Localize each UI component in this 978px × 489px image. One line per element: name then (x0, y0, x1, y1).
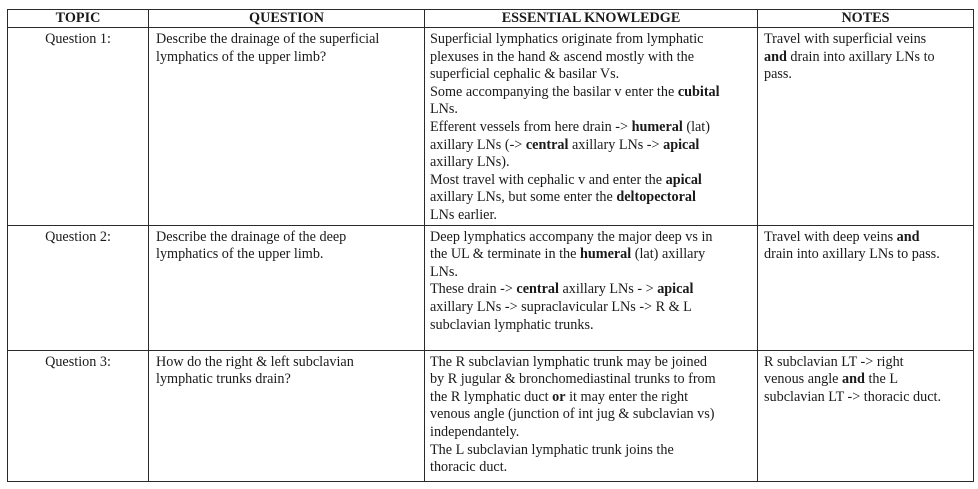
text-line: These drain -> central axillary LNs - > … (430, 281, 694, 298)
question-line: lymphatics of the upper limb. (156, 246, 324, 263)
question-line: lymphatic trunks drain? (156, 371, 291, 388)
knowledge-cell: Deep lymphatics accompany the major deep… (424, 224, 758, 351)
notes-cell: Travel with superficial veins and drain i… (757, 27, 974, 226)
text-line: The R subclavian lymphatic trunk may be … (430, 353, 707, 370)
bold-term: apical (657, 281, 694, 298)
knowledge-cell: The R subclavian lymphatic trunk may be … (424, 349, 758, 482)
text-line: thoracic duct. (430, 459, 508, 476)
bold-term: and (764, 48, 787, 65)
text-line: the UL & terminate in the humeral (lat) … (430, 246, 706, 263)
text-line: Superficial lymphatics originate from ly… (430, 31, 704, 47)
text-line: superficial cephalic & basilar Vs. (430, 66, 620, 83)
notes-sheet: TOPIC QUESTION ESSENTIAL KNOWLEDGE NOTES… (7, 9, 974, 482)
bold-term: cubital (677, 83, 720, 100)
header-question: QUESTION (148, 9, 425, 28)
text-line: drain into axillary LNs to pass. (764, 246, 940, 263)
topic-cell: Question 2: (7, 224, 149, 351)
text-line: The L subclavian lymphatic trunk joins t… (430, 441, 674, 458)
header-row: TOPIC QUESTION ESSENTIAL KNOWLEDGE NOTES (7, 9, 974, 28)
text-line: axillary LNs, but some enter the deltope… (430, 189, 696, 206)
text-line: axillary LNs -> supraclavicular LNs -> R… (430, 298, 692, 315)
text-line: pass. (764, 66, 792, 83)
bold-term: deltopectoral (616, 189, 696, 206)
text-line: Travel with deep veins and (764, 228, 920, 245)
text-line: Travel with superficial veins (764, 31, 927, 47)
text-line: and drain into axillary LNs to (764, 48, 935, 65)
text-line: independantely. (430, 423, 520, 440)
question-cell: How do the right & left subclavian lymph… (148, 349, 425, 482)
bold-term: central (516, 281, 559, 298)
notes-cell: R subclavian LT -> right venous angle and… (757, 349, 974, 482)
question-line: How do the right & left subclavian (156, 353, 354, 370)
text-line: axillary LNs). (430, 154, 510, 171)
text-line: R subclavian LT -> right (764, 353, 904, 370)
text-line: subclavian lymphatic trunks. (430, 316, 594, 333)
notes-cell: Travel with deep veins and drain into axi… (757, 224, 974, 351)
table-row: Question 3: How do the right & left subc… (7, 349, 974, 482)
text-line: axillary LNs (-> central axillary LNs ->… (430, 136, 700, 153)
question-line: Describe the drainage of the superficial (156, 31, 380, 47)
question-line: lymphatics of the upper limb? (156, 48, 327, 65)
header-knowledge: ESSENTIAL KNOWLEDGE (424, 9, 758, 28)
bold-term: or (552, 388, 566, 405)
question-line: Describe the drainage of the deep (156, 228, 347, 245)
header-topic: TOPIC (7, 9, 149, 28)
bold-term: humeral (579, 246, 632, 263)
text-line: LNs. (430, 263, 458, 280)
topic-cell: Question 3: (7, 349, 149, 482)
study-table: TOPIC QUESTION ESSENTIAL KNOWLEDGE NOTES… (7, 9, 974, 482)
text-line: the R lymphatic duct or it may enter the… (430, 388, 689, 405)
table-row: Question 2: Describe the drainage of the… (7, 224, 974, 351)
question-cell: Describe the drainage of the deep lympha… (148, 224, 425, 351)
bold-term: and (842, 371, 865, 388)
text-line: LNs. (430, 101, 458, 118)
bold-term: central (525, 136, 569, 153)
text-line: Deep lymphatics accompany the major deep… (430, 228, 713, 245)
knowledge-cell: Superficial lymphatics originate from ly… (424, 27, 758, 226)
text-line: Some accompanying the basilar v enter th… (430, 83, 720, 100)
text-line: plexuses in the hand & ascend mostly wit… (430, 48, 694, 65)
text-line: LNs earlier. (430, 206, 497, 223)
text-line: Most travel with cephalic v and enter th… (430, 171, 702, 188)
topic-cell: Question 1: (7, 27, 149, 226)
text-line: venous angle and the L (764, 371, 898, 388)
table-row: Question 1: Describe the drainage of the… (7, 27, 974, 226)
text-line: subclavian LT -> thoracic duct. (764, 388, 942, 405)
bold-term: and (896, 228, 920, 245)
bold-term: apical (665, 171, 702, 188)
text-line: by R jugular & bronchomediastinal trunks… (430, 371, 716, 388)
header-notes: NOTES (757, 9, 974, 28)
bold-term: humeral (631, 118, 683, 135)
bold-term: apical (663, 136, 700, 153)
text-line: venous angle (junction of int jug & subc… (430, 406, 715, 423)
question-cell: Describe the drainage of the superficial… (148, 27, 425, 226)
text-line: Efferent vessels from here drain -> hume… (430, 118, 710, 135)
